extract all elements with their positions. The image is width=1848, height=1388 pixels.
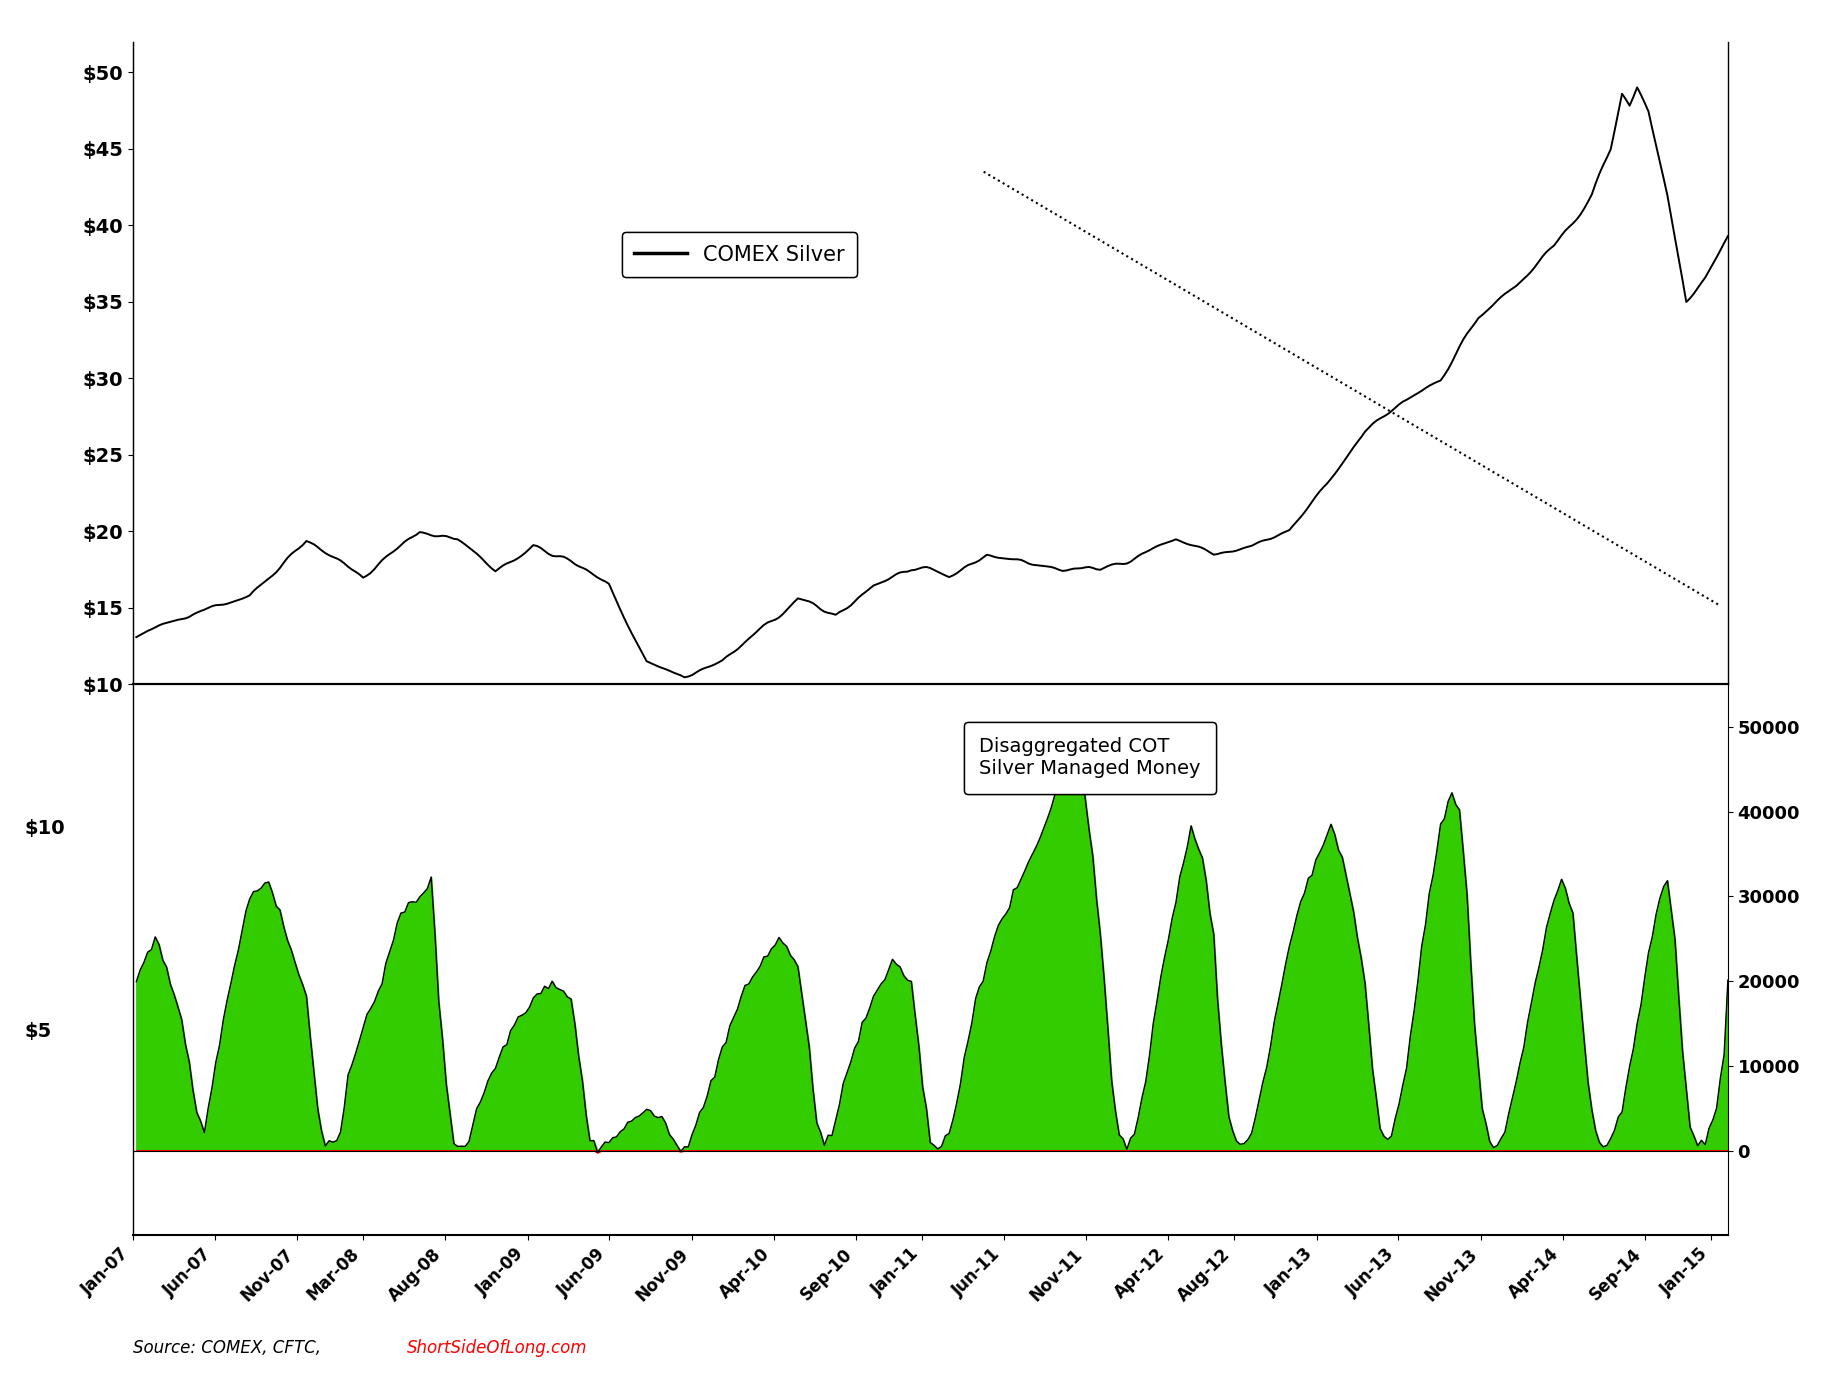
Text: ShortSideOfLong.com: ShortSideOfLong.com (407, 1339, 588, 1357)
Legend: COMEX Silver: COMEX Silver (623, 232, 857, 278)
Text: $10: $10 (24, 819, 65, 838)
Text: $5: $5 (24, 1023, 52, 1041)
Legend: Disaggregated COT
Silver Managed Money: Disaggregated COT Silver Managed Money (963, 722, 1216, 794)
Text: Source: COMEX, CFTC,: Source: COMEX, CFTC, (133, 1339, 327, 1357)
